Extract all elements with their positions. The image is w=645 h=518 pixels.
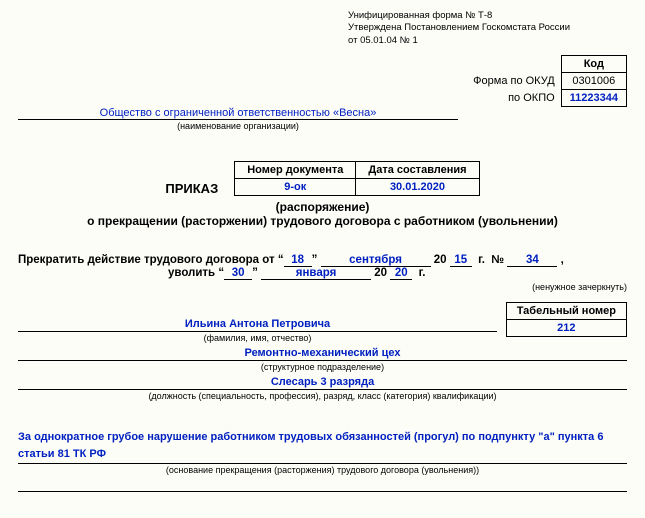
form-header-line: Унифицированная форма № Т-8 bbox=[348, 10, 627, 22]
dismiss-text: уволить bbox=[168, 267, 215, 279]
okud-label: Форма по ОКУД bbox=[465, 73, 561, 90]
contract-text: Прекратить действие трудового договора о… bbox=[18, 254, 275, 266]
form-header-line: от 05.01.04 № 1 bbox=[348, 35, 627, 47]
reason-block: За однократное грубое нарушение работник… bbox=[18, 429, 627, 492]
order-title: ПРИКАЗ bbox=[165, 181, 218, 196]
order-subtitle2: о прекращении (расторжении) трудового до… bbox=[18, 214, 627, 228]
kod-header: Код bbox=[561, 56, 626, 73]
doc-num-table: Номер документа Дата составления 9-ок 30… bbox=[234, 161, 479, 196]
day1: 18 bbox=[284, 254, 312, 267]
tabnum-table: Табельный номер 212 bbox=[506, 302, 627, 337]
reason-blank-line bbox=[18, 478, 627, 492]
century2: 20 bbox=[374, 267, 387, 279]
title-row: ПРИКАЗ Номер документа Дата составления … bbox=[163, 159, 481, 198]
fio: Ильина Антона Петровича bbox=[18, 318, 497, 332]
position: Слесарь 3 разряда bbox=[18, 376, 627, 390]
dept-caption: (структурное подразделение) bbox=[18, 362, 627, 372]
docdate-value: 30.01.2020 bbox=[356, 179, 479, 196]
contract-block: Прекратить действие трудового договора о… bbox=[18, 254, 627, 280]
g-label2: г. bbox=[419, 267, 426, 279]
dept: Ремонтно-механический цех bbox=[18, 347, 627, 361]
tabnum-header: Табельный номер bbox=[506, 303, 626, 320]
reason-caption: (основание прекращения (расторжения) тру… bbox=[18, 465, 627, 475]
year2: 20 bbox=[390, 267, 412, 280]
okud-value: 0301006 bbox=[561, 73, 626, 90]
century1: 20 bbox=[434, 254, 447, 266]
form-standard-header: Унифицированная форма № Т-8 Утверждена П… bbox=[348, 10, 627, 47]
form-header-line: Утверждена Постановлением Госкомстата Ро… bbox=[348, 22, 627, 34]
code-table: Код Форма по ОКУД 0301006 по ОКПО 112233… bbox=[465, 55, 627, 107]
order-subtitle1: (распоряжение) bbox=[18, 200, 627, 214]
reason-text: За однократное грубое нарушение работник… bbox=[18, 429, 627, 464]
docnum-value: 9-ок bbox=[235, 179, 356, 196]
month2: января bbox=[261, 267, 371, 280]
num-label: № bbox=[491, 254, 504, 266]
org-name: Общество с ограниченной ответственностью… bbox=[18, 107, 458, 120]
g-label: г. bbox=[478, 254, 485, 266]
docnum-header: Номер документа bbox=[235, 162, 356, 179]
day2: 30 bbox=[224, 267, 252, 280]
okpo-value: 11223344 bbox=[561, 90, 626, 107]
position-caption: (должность (специальность, профессия), р… bbox=[18, 391, 627, 401]
tabnum-value: 212 bbox=[506, 320, 626, 337]
year1: 15 bbox=[450, 254, 472, 267]
contract-num: 34 bbox=[507, 254, 557, 267]
org-block: Общество с ограниченной ответственностью… bbox=[18, 107, 627, 120]
okpo-label: по ОКПО bbox=[465, 90, 561, 107]
docdate-header: Дата составления bbox=[356, 162, 479, 179]
empty-cell bbox=[465, 56, 561, 73]
month1: сентября bbox=[321, 254, 431, 267]
org-caption: (наименование организации) bbox=[18, 121, 458, 131]
strike-note: (ненужное зачеркнуть) bbox=[18, 282, 627, 292]
fio-caption: (фамилия, имя, отчество) bbox=[18, 333, 497, 343]
